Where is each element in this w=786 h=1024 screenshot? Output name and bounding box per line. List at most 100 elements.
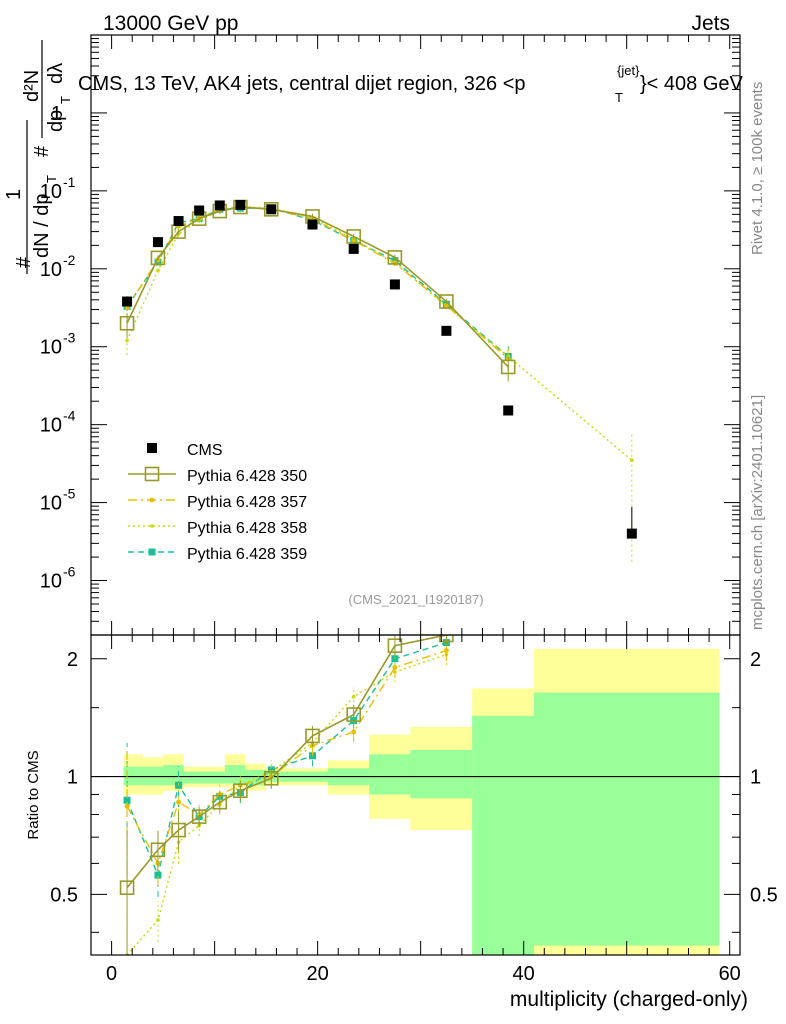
ratio-y-tick-label: 1	[67, 767, 78, 789]
uncertainty-band-green	[533, 692, 720, 946]
data-point	[263, 202, 279, 217]
ylabel-hash-1: #	[13, 256, 35, 268]
series-pythia-6-428-350	[119, 199, 516, 382]
legend-marker	[144, 466, 160, 482]
ratio-data-point	[351, 729, 357, 735]
main-frame	[90, 34, 741, 636]
series-line	[126, 205, 633, 461]
ratio-data-point	[123, 796, 131, 804]
ratio-data-point	[156, 918, 160, 922]
ratio-y-axis-label: Ratio to CMS	[25, 750, 42, 839]
ratio-data-point	[212, 794, 228, 810]
series-line	[126, 207, 509, 358]
ratio-y-tick-label: 2	[67, 649, 78, 671]
uncertainty-band-green	[369, 754, 411, 795]
legend-marker	[150, 524, 154, 528]
x-axis-label: multiplicity (charged-only)	[510, 988, 748, 1011]
data-point	[119, 315, 135, 331]
data-point	[173, 216, 184, 227]
legend-label: CMS	[187, 442, 223, 459]
ylabel-dlambda: dλ	[45, 63, 67, 84]
ratio-y-tick-label-right: 1	[750, 767, 761, 789]
header-right: Jets	[691, 12, 730, 35]
main-title-superscript: {jet}	[617, 63, 640, 78]
legend-entry: Pythia 6.428 350	[128, 466, 307, 485]
data-point	[500, 359, 516, 375]
main-y-tick-label: 10	[40, 337, 62, 359]
data-point	[125, 338, 129, 343]
legend-label: Pythia 6.428 357	[187, 494, 307, 511]
main-y-tick-exp: -2	[63, 252, 76, 268]
ratio-data-point	[176, 799, 182, 805]
data-point	[439, 294, 454, 309]
legend-entry: CMS	[147, 442, 223, 459]
ratio-data-point	[233, 783, 248, 799]
ratio-x-tick-label: 0	[106, 963, 117, 985]
watermark: (CMS_2021_I1920187)	[348, 592, 483, 607]
ratio-frame	[90, 634, 741, 956]
ylabel-t-sub: T	[44, 175, 59, 183]
ratio-series-pythia-6-428-350	[119, 635, 454, 955]
legend-label: Pythia 6.428 359	[187, 546, 307, 563]
main-y-tick-label: 10	[40, 493, 62, 515]
main-title-subscript: T	[615, 90, 623, 105]
ratio-x-tick-label: 40	[513, 963, 535, 985]
ratio-data-point	[124, 803, 130, 809]
main-series-group	[119, 199, 637, 562]
ylabel-one: 1	[3, 189, 25, 200]
ratio-data-point	[387, 638, 403, 653]
series-line	[126, 206, 509, 368]
uncertainty-band-green	[183, 771, 225, 784]
data-point	[389, 279, 400, 290]
legend-marker	[147, 443, 157, 453]
legend-marker	[148, 548, 156, 556]
data-point	[441, 325, 452, 336]
data-point	[152, 237, 163, 248]
uncertainty-band-green	[163, 765, 184, 786]
ratio-data-point	[191, 809, 207, 824]
ylabel-d2n: d²N	[21, 70, 43, 102]
main-y-tick-label: 10	[40, 181, 62, 203]
data-point	[443, 302, 449, 308]
main-y-tick-label: 10	[40, 571, 62, 593]
main-y-tick-label: 1	[51, 103, 62, 125]
main-y-tick-label: 10	[40, 415, 62, 437]
series-cms	[122, 199, 637, 539]
side-label-rivet: Rivet 4.1.0, ≥ 100k events	[749, 82, 766, 255]
data-point	[351, 238, 357, 244]
legend-marker	[149, 497, 155, 503]
ratio-data-point	[392, 664, 398, 670]
data-point	[503, 405, 514, 416]
data-point	[156, 268, 160, 273]
legend-label: Pythia 6.428 350	[187, 468, 307, 485]
legend-entry: Pythia 6.428 359	[128, 546, 307, 563]
ratio-x-tick-label: 60	[719, 963, 741, 985]
ratio-y-tick-label-right: 2	[750, 649, 761, 671]
ratio-y-tick-label: 0.5	[50, 884, 78, 906]
ylabel-dn-dpt: dN / dp	[31, 194, 53, 258]
data-point	[626, 528, 637, 539]
main-y-tick-exp: -3	[63, 330, 76, 346]
uncertainty-band-green	[472, 715, 534, 955]
legend-label: Pythia 6.428 358	[187, 520, 307, 537]
uncertainty-band-green	[224, 765, 246, 784]
main-y-tick-exp: -1	[63, 174, 76, 190]
ratio-data-point	[119, 880, 135, 896]
data-point	[630, 458, 634, 462]
ylabel-t-sub-2: T	[58, 96, 73, 104]
ratio-data-point	[443, 647, 449, 653]
data-point	[307, 219, 318, 230]
main-y-tick-exp: -6	[63, 564, 76, 580]
main-title: CMS, 13 TeV, AK4 jets, central dijet reg…	[78, 73, 526, 95]
ylabel-hash-2: #	[31, 145, 53, 157]
data-point	[235, 199, 246, 210]
data-point	[214, 200, 225, 211]
main-title-end: }< 408 GeV	[640, 73, 744, 95]
ratio-inner	[91, 635, 740, 955]
main-y-tick-exp: -5	[63, 486, 76, 502]
data-point	[194, 205, 205, 216]
